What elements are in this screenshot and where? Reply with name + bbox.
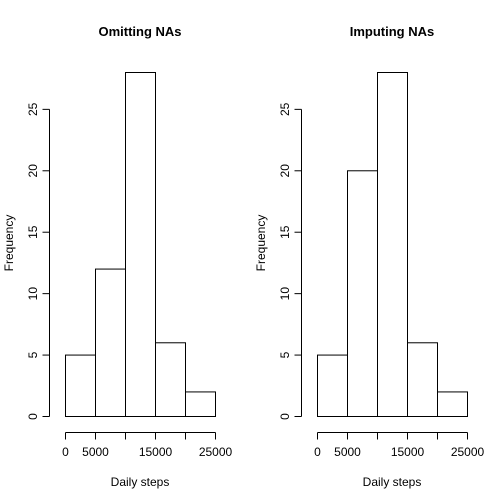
histogram-panel-imputing: Imputing NAs Daily steps Frequency 0 5000… <box>254 24 485 489</box>
histogram-bar <box>65 354 96 418</box>
y-tick-label: 10 <box>278 287 292 301</box>
y-axis: 0 5 10 15 20 25 <box>278 102 302 420</box>
histogram-bar <box>347 170 378 417</box>
histogram-bar <box>407 342 438 417</box>
y-tick-label: 0 <box>26 413 40 420</box>
x-axis: 0 5000 15000 25000 <box>62 432 233 459</box>
x-tick-label: 0 <box>314 445 321 459</box>
chart-title: Omitting NAs <box>98 24 181 39</box>
y-tick-label: 25 <box>26 102 40 116</box>
x-axis: 0 5000 15000 25000 <box>314 432 485 459</box>
histogram-bar <box>317 354 348 418</box>
y-tick-label: 15 <box>278 225 292 239</box>
x-tick-label: 5000 <box>82 445 109 459</box>
y-tick-label: 5 <box>278 351 292 358</box>
x-tick-label: 25000 <box>199 445 233 459</box>
histogram-panel-omitting: Omitting NAs Daily steps Frequency 0 5000… <box>2 24 233 489</box>
x-tick-label: 0 <box>62 445 69 459</box>
y-tick-label: 25 <box>278 102 292 116</box>
x-tick-label: 15000 <box>139 445 173 459</box>
histogram-bar <box>125 72 156 417</box>
x-axis-label: Daily steps <box>111 475 170 489</box>
bars <box>65 72 216 418</box>
histogram-bar <box>377 72 408 417</box>
y-axis-label: Frequency <box>254 215 268 272</box>
y-axis-label: Frequency <box>2 215 16 272</box>
histogram-bar <box>185 391 216 417</box>
x-axis-label: Daily steps <box>363 475 422 489</box>
y-tick-label: 0 <box>278 413 292 420</box>
bars <box>317 72 468 418</box>
y-tick-label: 5 <box>26 351 40 358</box>
histogram-bar <box>437 391 468 417</box>
y-tick-label: 20 <box>278 164 292 178</box>
histogram-bar <box>95 268 126 418</box>
x-tick-label: 15000 <box>391 445 425 459</box>
y-tick-label: 15 <box>26 225 40 239</box>
x-tick-label: 5000 <box>334 445 361 459</box>
histogram-bar <box>155 342 186 417</box>
y-axis: 0 5 10 15 20 25 <box>26 102 50 420</box>
chart-title: Imputing NAs <box>350 24 435 39</box>
y-tick-label: 10 <box>26 287 40 301</box>
y-tick-label: 20 <box>26 164 40 178</box>
x-tick-label: 25000 <box>451 445 485 459</box>
